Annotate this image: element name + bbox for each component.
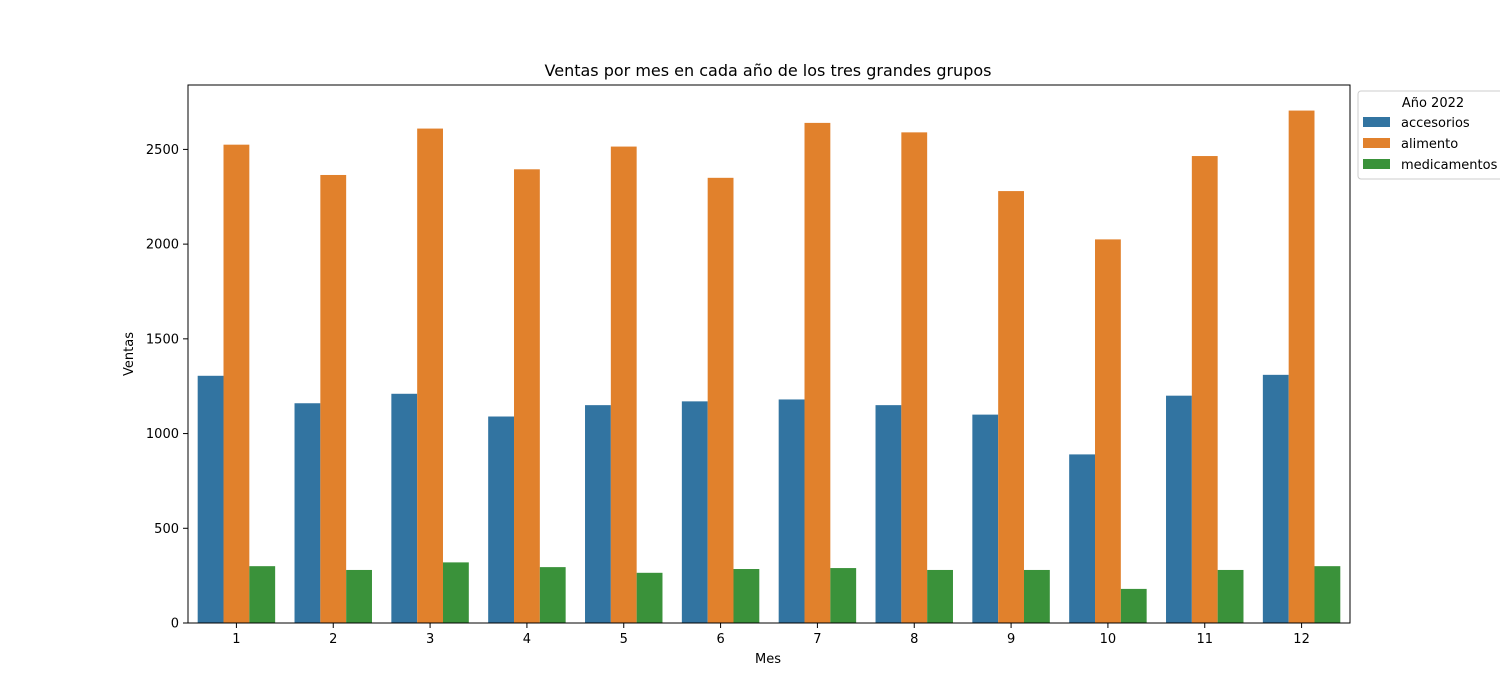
bar-accesorios-mes-7 <box>778 399 805 623</box>
legend-label-medicamentos: medicamentos <box>1401 158 1498 173</box>
chart-title: Ventas por mes en cada año de los tres g… <box>545 61 992 80</box>
bar-accesorios-mes-8 <box>875 405 902 623</box>
y-tick-label: 2500 <box>146 143 179 158</box>
bar-medicamentos-mes-1 <box>249 566 276 623</box>
y-axis: 0 500 1000 1500 2000 2500 <box>146 143 188 632</box>
legend-title: Año 2022 <box>1402 96 1464 111</box>
bar-accesorios-mes-10 <box>1069 454 1095 623</box>
bar-alimento-mes-4 <box>514 169 540 624</box>
bar-medicamentos-mes-6 <box>733 569 760 623</box>
bar-alimento-mes-5 <box>610 146 637 623</box>
bar-accesorios-mes-1 <box>197 375 224 623</box>
bar-accesorios-mes-12 <box>1262 374 1289 623</box>
legend-swatch-accesorios <box>1363 117 1390 127</box>
x-tick-label: 3 <box>426 632 434 647</box>
x-tick-label: 12 <box>1293 632 1310 647</box>
legend: Año 2022 accesorios alimento medicamentos <box>1357 90 1500 180</box>
bar-accesorios-mes-3 <box>391 393 418 623</box>
bar-alimento-mes-12 <box>1288 110 1315 623</box>
x-tick-label: 7 <box>813 632 821 647</box>
bar-alimento-mes-7 <box>804 122 831 623</box>
plot-area-frame <box>187 84 1351 624</box>
bar-accesorios-mes-9 <box>972 414 999 623</box>
legend-swatch-medicamentos <box>1363 159 1390 169</box>
x-tick-label: 10 <box>1100 632 1117 647</box>
x-tick-label: 9 <box>1007 632 1015 647</box>
legend-items: accesorios alimento medicamentos <box>1363 116 1498 173</box>
bar-medicamentos-mes-4 <box>539 567 566 623</box>
x-tick-label: 2 <box>329 632 337 647</box>
bar-medicamentos-mes-12 <box>1314 566 1341 623</box>
bar-alimento-mes-11 <box>1191 156 1218 624</box>
bar-alimento-mes-6 <box>707 177 734 623</box>
x-tick-label: 6 <box>716 632 724 647</box>
bar-medicamentos-mes-8 <box>927 569 953 623</box>
y-tick-label: 1000 <box>146 427 179 442</box>
x-tick-label: 5 <box>620 632 628 647</box>
x-tick-label: 11 <box>1196 632 1213 647</box>
bar-medicamentos-mes-3 <box>442 562 469 623</box>
bar-medicamentos-mes-5 <box>636 572 663 623</box>
x-axis-label: Mes <box>755 652 781 667</box>
y-axis-label: Ventas <box>122 332 137 376</box>
bar-accesorios-mes-6 <box>681 401 708 623</box>
bar-medicamentos-mes-9 <box>1023 569 1050 623</box>
legend-box <box>1357 90 1500 180</box>
y-tick-label: 1500 <box>146 332 179 347</box>
bar-accesorios-mes-11 <box>1166 395 1192 623</box>
bar-medicamentos-mes-10 <box>1120 588 1147 623</box>
x-axis: 1 2 3 4 5 6 7 8 9 10 11 12 <box>232 623 1310 647</box>
bar-alimento-mes-8 <box>901 132 928 624</box>
x-tick-label: 4 <box>523 632 531 647</box>
x-tick-label: 1 <box>232 632 240 647</box>
legend-swatch-alimento <box>1363 138 1390 148</box>
bar-medicamentos-mes-7 <box>830 568 857 623</box>
bar-accesorios-mes-2 <box>294 403 321 623</box>
bar-alimento-mes-9 <box>998 191 1024 623</box>
bar-medicamentos-mes-2 <box>346 569 372 623</box>
y-tick-label: 2000 <box>146 238 179 253</box>
bar-accesorios-mes-5 <box>585 405 611 623</box>
bars-group <box>197 110 1341 624</box>
bar-alimento-mes-1 <box>223 144 250 624</box>
bar-accesorios-mes-4 <box>488 416 514 623</box>
legend-label-accesorios: accesorios <box>1401 116 1470 131</box>
y-tick-label: 500 <box>154 522 179 537</box>
bar-alimento-mes-2 <box>320 174 347 624</box>
bar-medicamentos-mes-11 <box>1217 569 1244 623</box>
bar-alimento-mes-3 <box>417 128 443 623</box>
y-tick-label: 0 <box>171 617 179 632</box>
bar-alimento-mes-10 <box>1095 239 1121 623</box>
x-tick-label: 8 <box>910 632 918 647</box>
legend-label-alimento: alimento <box>1401 137 1458 152</box>
